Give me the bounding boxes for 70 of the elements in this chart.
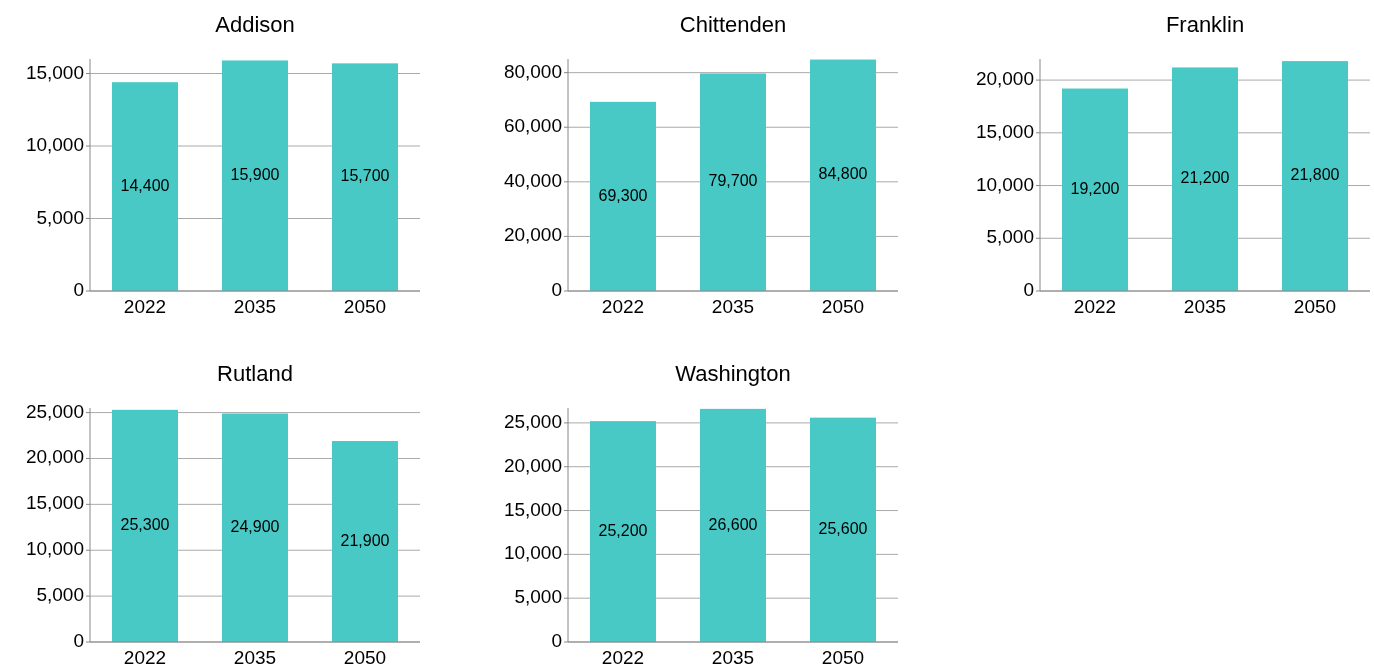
y-tick-label: 25,000 [25, 400, 84, 422]
y-tick-label: 20,000 [975, 68, 1034, 90]
y-tick-label: 40,000 [503, 169, 562, 191]
bar [112, 82, 178, 291]
data-label: 84,800 [818, 165, 868, 183]
bar [1282, 61, 1348, 291]
y-tick-label: 10,000 [975, 173, 1034, 195]
x-tick-label: 2022 [123, 647, 167, 668]
y-tick-label: 15,000 [975, 120, 1034, 142]
data-label: 25,200 [598, 521, 648, 539]
data-label: 15,700 [340, 167, 390, 185]
x-tick-label: 2022 [601, 647, 645, 668]
y-tick-label: 20,000 [503, 224, 562, 246]
x-tick-label: 2050 [343, 296, 387, 317]
chart-title: Rutland [217, 361, 293, 386]
y-tick-label: 0 [1023, 279, 1034, 301]
y-tick-label: 0 [73, 630, 84, 652]
data-label: 21,200 [1180, 169, 1230, 187]
y-tick-label: 5,000 [514, 586, 562, 608]
bar [700, 73, 766, 291]
y-tick-label: 25,000 [503, 410, 562, 432]
bar [1062, 88, 1128, 291]
y-tick-label: 15,000 [25, 61, 84, 83]
x-tick-label: 2022 [123, 296, 167, 317]
data-label: 14,400 [120, 176, 170, 194]
data-label: 15,900 [230, 165, 280, 183]
bar [1172, 67, 1238, 291]
y-tick-label: 80,000 [503, 60, 562, 82]
y-tick-label: 15,000 [25, 492, 84, 514]
data-label: 19,200 [1070, 179, 1120, 197]
data-label: 24,900 [230, 517, 280, 535]
bar [810, 59, 876, 291]
x-tick-label: 2050 [821, 647, 865, 668]
bar [332, 63, 398, 291]
data-label: 26,600 [708, 515, 758, 533]
y-tick-label: 5,000 [36, 206, 84, 228]
data-label: 69,300 [598, 186, 648, 204]
y-tick-label: 10,000 [25, 538, 84, 560]
data-label: 25,300 [120, 516, 170, 534]
y-tick-label: 10,000 [25, 134, 84, 156]
y-tick-label: 15,000 [503, 498, 562, 520]
data-label: 21,800 [1290, 166, 1340, 184]
y-tick-label: 0 [73, 279, 84, 301]
y-tick-label: 5,000 [36, 584, 84, 606]
x-tick-label: 2022 [601, 296, 645, 317]
y-tick-label: 0 [551, 279, 562, 301]
x-tick-label: 2035 [711, 296, 755, 317]
x-tick-label: 2050 [343, 647, 387, 668]
x-tick-label: 2022 [1073, 296, 1117, 317]
y-tick-label: 20,000 [25, 446, 84, 468]
chart-title: Chittenden [679, 12, 787, 37]
x-tick-label: 2050 [1293, 296, 1337, 317]
x-tick-label: 2035 [233, 296, 277, 317]
y-tick-label: 0 [551, 630, 562, 652]
x-tick-label: 2050 [821, 296, 865, 317]
data-label: 21,900 [340, 531, 390, 549]
chart-title: Addison [215, 12, 295, 37]
chart-title: Washington [675, 361, 791, 386]
data-label: 79,700 [708, 172, 758, 190]
y-tick-label: 20,000 [503, 454, 562, 476]
x-tick-label: 2035 [1183, 296, 1227, 317]
y-tick-label: 10,000 [503, 542, 562, 564]
bar [590, 101, 656, 291]
x-tick-label: 2035 [233, 647, 277, 668]
bar [222, 60, 288, 291]
y-tick-label: 60,000 [503, 115, 562, 137]
data-label: 25,600 [818, 520, 868, 538]
chart-title: Franklin [1165, 12, 1245, 37]
x-tick-label: 2035 [711, 647, 755, 668]
y-tick-label: 5,000 [986, 226, 1034, 248]
